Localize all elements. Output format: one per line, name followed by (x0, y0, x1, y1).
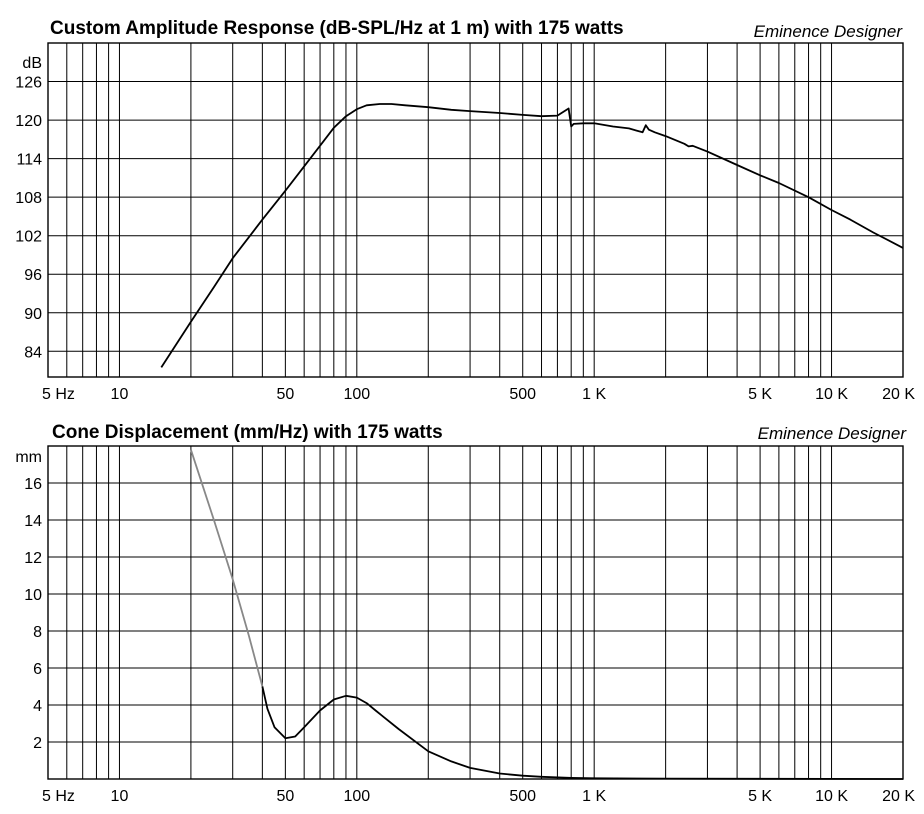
y-tick-label: 10 (24, 587, 42, 604)
x-tick-label: 500 (509, 788, 536, 805)
brand-label: Eminence Designer (757, 424, 906, 443)
y-tick-label: 8 (33, 624, 42, 641)
y-tick-label: 120 (15, 113, 42, 130)
x-tick-label: 10 (111, 386, 129, 403)
y-tick-label: 90 (24, 306, 42, 323)
brand-label: Eminence Designer (753, 22, 902, 41)
x-tick-label: 1 K (582, 788, 606, 805)
y-tick-label: 84 (24, 344, 42, 361)
y-tick-label: 4 (33, 698, 42, 715)
y-tick-label: 126 (15, 75, 42, 92)
chart-title: Cone Displacement (mm/Hz) with 175 watts (52, 422, 443, 443)
x-tick-label: 20 K (882, 788, 915, 805)
y-tick-label: 6 (33, 661, 42, 678)
x-tick-label: 10 K (815, 788, 848, 805)
x-tick-label: 100 (343, 788, 370, 805)
x-tick-label: 50 (276, 788, 294, 805)
y-tick-label: 2 (33, 735, 42, 752)
series-line (160, 103, 904, 368)
y-tick-label: 114 (16, 152, 42, 169)
y-tick-label: 108 (15, 190, 42, 207)
x-tick-label: 10 K (815, 386, 848, 403)
x-tick-label: 20 K (882, 386, 915, 403)
series-line (190, 449, 264, 687)
x-tick-label: 5 Hz (42, 386, 75, 403)
y-tick-label: 14 (24, 513, 42, 530)
series-line (261, 686, 904, 780)
y-axis-unit: mm (15, 449, 42, 466)
x-tick-label: 10 (111, 788, 129, 805)
y-tick-label: 96 (24, 267, 42, 284)
x-tick-label: 1 K (582, 386, 606, 403)
y-tick-label: 102 (15, 229, 42, 246)
plot-frame (47, 445, 904, 780)
chart-title: Custom Amplitude Response (dB-SPL/Hz at … (50, 18, 624, 39)
x-tick-label: 50 (276, 386, 294, 403)
x-tick-label: 100 (343, 386, 370, 403)
x-tick-label: 5 K (748, 386, 772, 403)
x-tick-label: 5 Hz (42, 788, 75, 805)
x-tick-label: 500 (509, 386, 536, 403)
plot-frame (47, 42, 904, 378)
x-tick-label: 5 K (748, 788, 772, 805)
y-tick-label: 16 (24, 476, 42, 493)
y-axis-unit: dB (22, 55, 42, 72)
y-tick-label: 12 (24, 550, 42, 567)
